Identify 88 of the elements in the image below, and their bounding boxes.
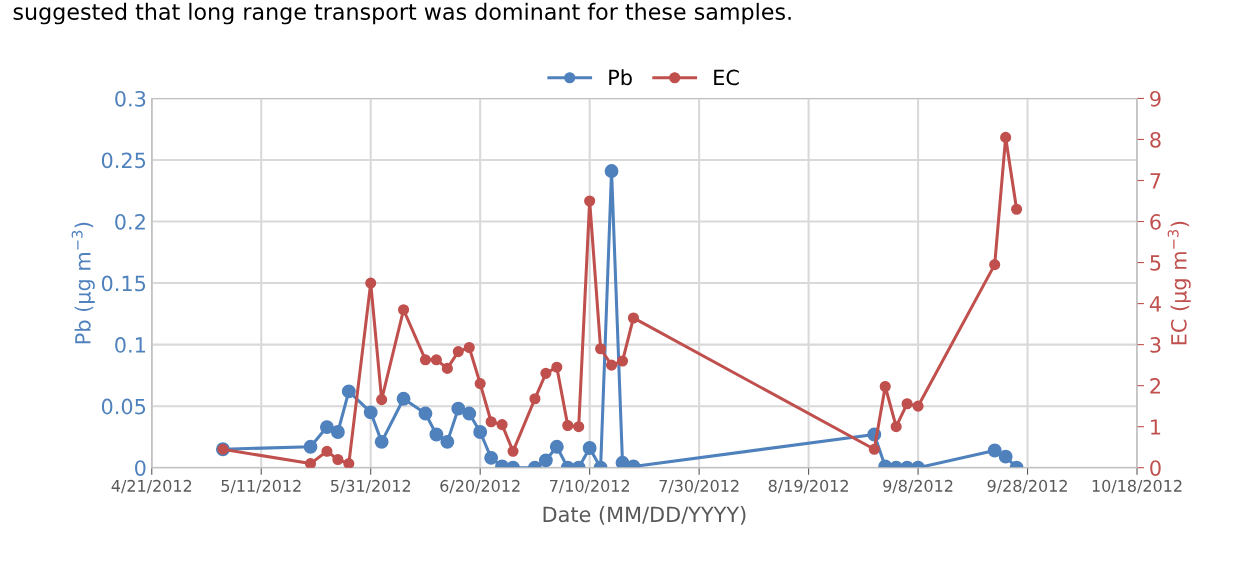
point	[451, 401, 466, 416]
point	[582, 441, 597, 455]
point	[540, 367, 552, 379]
point	[987, 443, 1002, 458]
y2-tick-label: 7	[1150, 173, 1161, 189]
x-tick-label: 8/19/2012	[768, 479, 848, 494]
point	[496, 419, 508, 431]
point	[595, 343, 607, 355]
point	[418, 406, 433, 421]
point	[604, 164, 619, 179]
x-tick-label: 4/21/2012	[111, 479, 192, 494]
point	[484, 450, 499, 465]
x-tick-label: 9/8/2012	[883, 479, 953, 494]
point	[901, 398, 913, 410]
point	[474, 378, 486, 390]
point	[396, 391, 411, 406]
x-tick-label: 10/18/2012	[1092, 479, 1182, 494]
y-tick-label: 0.2	[115, 213, 145, 230]
point	[584, 195, 596, 207]
point	[321, 445, 333, 457]
point	[441, 362, 453, 374]
y-tick-label: 0.25	[101, 152, 146, 169]
point	[615, 455, 630, 468]
text: suggested that long range transport was dominant for these samples.	[13, 2, 791, 25]
y2-tick-label: 9	[1150, 90, 1161, 107]
x-tick-label: 7/10/2012	[550, 479, 629, 494]
point	[529, 393, 541, 405]
point	[343, 458, 355, 468]
point	[485, 416, 497, 428]
point	[303, 439, 318, 454]
point	[989, 259, 1001, 271]
y-tick-label: 0.3	[115, 90, 146, 107]
point	[879, 380, 891, 393]
point	[627, 312, 640, 324]
point	[538, 453, 553, 468]
point	[452, 346, 464, 358]
x-axis-title: Date (MM/DD/YYYY)	[543, 506, 746, 525]
point	[462, 406, 477, 421]
point	[330, 425, 345, 439]
legend-label: Pb	[609, 69, 632, 86]
point	[551, 361, 563, 373]
point	[341, 384, 356, 399]
y2-tick-label: 2	[1150, 378, 1160, 394]
point	[332, 453, 344, 466]
y2-tick-label: 0	[1150, 460, 1161, 476]
point	[304, 458, 317, 468]
point	[1000, 131, 1012, 143]
x-tick-label: 7/30/2012	[659, 479, 739, 494]
x-tick-label: 6/20/2012	[440, 479, 520, 494]
point	[376, 394, 388, 406]
y2-tick-label: 5	[1150, 255, 1161, 271]
point	[616, 355, 629, 367]
point	[319, 420, 334, 435]
y-tick-label: 0.15	[101, 275, 146, 292]
y2-tick-label: 1	[1151, 419, 1161, 435]
x-tick-label: 9/28/2012	[987, 479, 1067, 494]
point	[473, 425, 488, 439]
point	[463, 341, 475, 354]
x-tick-label: 5/11/2012	[221, 479, 301, 494]
point	[1011, 203, 1023, 215]
y2-tick-label: 4	[1149, 296, 1161, 312]
point	[430, 354, 442, 366]
point	[365, 277, 377, 289]
y-tick-label: 0.1	[115, 337, 145, 353]
point	[549, 439, 564, 454]
point	[605, 359, 618, 371]
y2-tick-label: 6	[1150, 213, 1161, 230]
y2-tick-label: 3	[1150, 337, 1161, 353]
y-tick-label: 0	[135, 460, 146, 476]
point	[573, 421, 585, 433]
point	[419, 354, 432, 366]
y-axis-title: Pb (µg m$^{−3}$)	[71, 222, 95, 344]
point	[429, 427, 444, 442]
point	[890, 421, 902, 433]
point	[998, 449, 1013, 464]
point	[363, 405, 378, 420]
y2-axis-title: EC (µg m$^{−3}$)	[1167, 221, 1191, 345]
y-tick-label: 0.05	[101, 398, 146, 415]
point	[868, 443, 880, 455]
point	[507, 445, 519, 457]
point	[440, 434, 455, 449]
point	[562, 419, 574, 432]
point	[397, 304, 410, 316]
point	[374, 434, 389, 449]
x-tick-label: 5/31/2012	[331, 479, 411, 494]
y2-tick-label: 8	[1150, 131, 1161, 148]
point	[912, 400, 924, 412]
legend-label: EC	[714, 69, 739, 86]
